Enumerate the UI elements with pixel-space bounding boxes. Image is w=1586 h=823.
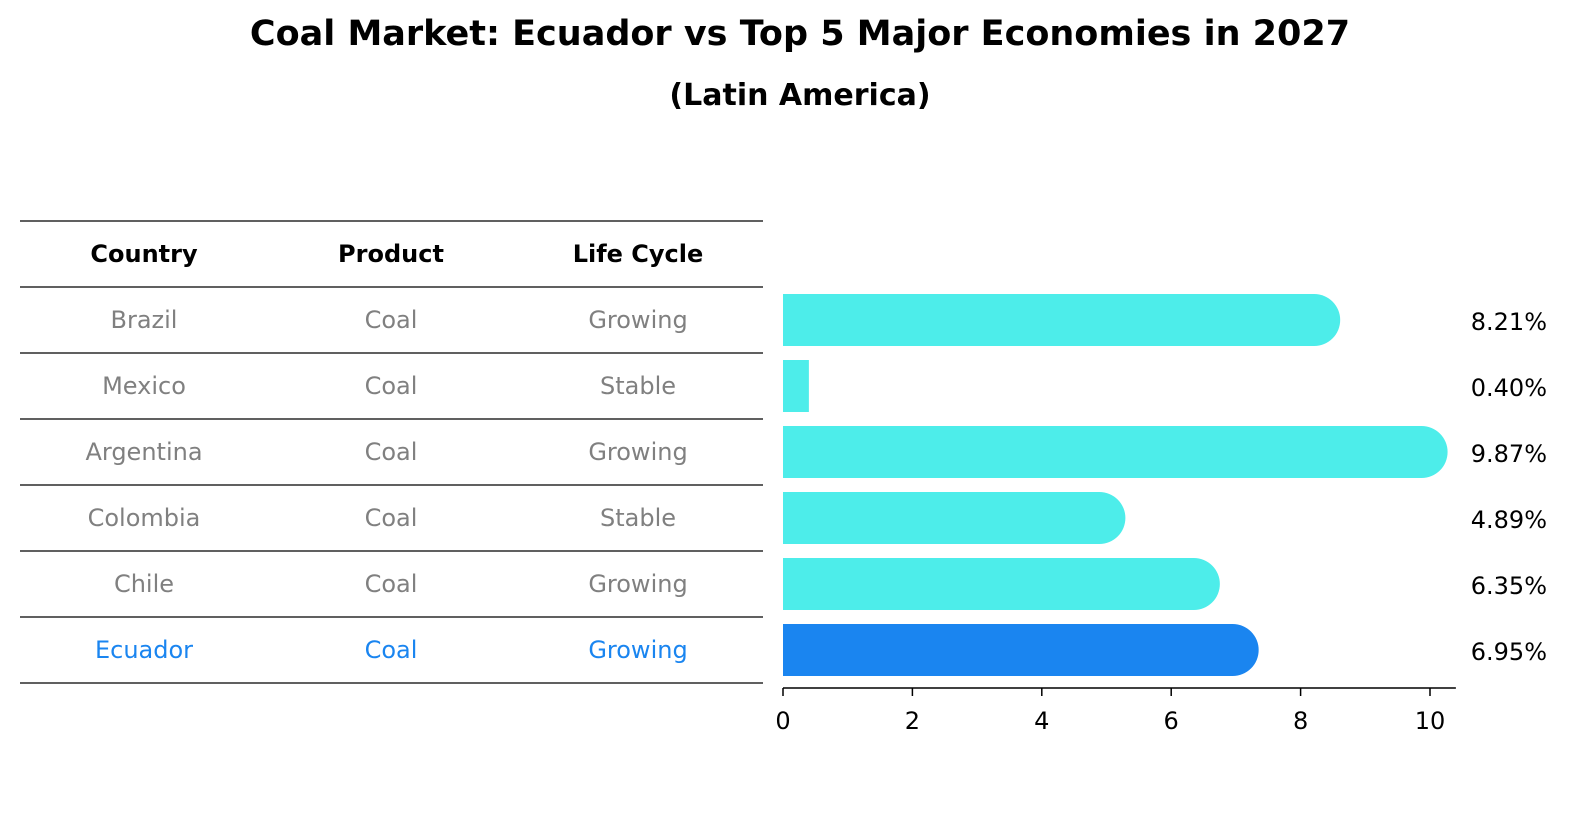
table-cell-life-cycle: Growing xyxy=(588,570,687,598)
x-tick-label: 8 xyxy=(1293,707,1308,735)
chart-title: Coal Market: Ecuador vs Top 5 Major Econ… xyxy=(249,14,1351,54)
table-cell-life-cycle: Stable xyxy=(600,504,676,532)
value-label: 6.35% xyxy=(1471,572,1547,600)
table-cell-country: Chile xyxy=(114,570,174,598)
table-cell-product: Coal xyxy=(365,306,418,334)
x-tick-label: 2 xyxy=(905,707,920,735)
chart-subtitle: (Latin America) xyxy=(669,78,931,113)
table-cell-country: Ecuador xyxy=(95,636,193,664)
table-cell-product: Coal xyxy=(365,504,418,532)
bar-mexico xyxy=(783,360,809,412)
table-cell-product: Coal xyxy=(365,438,418,466)
x-tick-label: 0 xyxy=(775,707,790,735)
bar-chile xyxy=(783,558,1220,610)
bar-argentina xyxy=(783,426,1448,478)
x-axis: 0 2 4 6 8 10 xyxy=(775,687,1456,735)
table-cell-product: Coal xyxy=(365,372,418,400)
col-header-country: Country xyxy=(90,240,198,268)
value-label: 0.40% xyxy=(1471,374,1547,402)
col-header-life-cycle: Life Cycle xyxy=(573,240,704,268)
col-header-product: Product xyxy=(338,240,444,268)
table-cell-life-cycle: Growing xyxy=(588,306,687,334)
bar-brazil xyxy=(783,294,1341,346)
x-tick-label: 10 xyxy=(1415,707,1446,735)
x-tick-label: 4 xyxy=(1034,707,1049,735)
table-cell-country: Colombia xyxy=(88,504,201,532)
table-cell-life-cycle: Growing xyxy=(588,438,687,466)
table-cell-country: Argentina xyxy=(85,438,202,466)
value-labels: 8.21% 0.40% 9.87% 4.89% 6.35% 6.95% xyxy=(1471,308,1547,666)
value-label: 9.87% xyxy=(1471,440,1547,468)
table-cell-life-cycle: Stable xyxy=(600,372,676,400)
bar-colombia xyxy=(783,492,1126,544)
x-tick-label: 6 xyxy=(1164,707,1179,735)
table-cell-country: Mexico xyxy=(102,372,186,400)
value-label: 6.95% xyxy=(1471,638,1547,666)
table: Country Product Life Cycle Brazil Coal Growin… xyxy=(20,220,763,684)
value-label: 4.89% xyxy=(1471,506,1547,534)
table-cell-country: Brazil xyxy=(111,306,178,334)
table-cell-life-cycle: Growing xyxy=(588,636,687,664)
bar-ecuador xyxy=(783,624,1259,676)
bar-series xyxy=(783,294,1448,676)
table-cell-product: Coal xyxy=(365,570,418,598)
table-cell-product: Coal xyxy=(365,636,418,664)
value-label: 8.21% xyxy=(1471,308,1547,336)
